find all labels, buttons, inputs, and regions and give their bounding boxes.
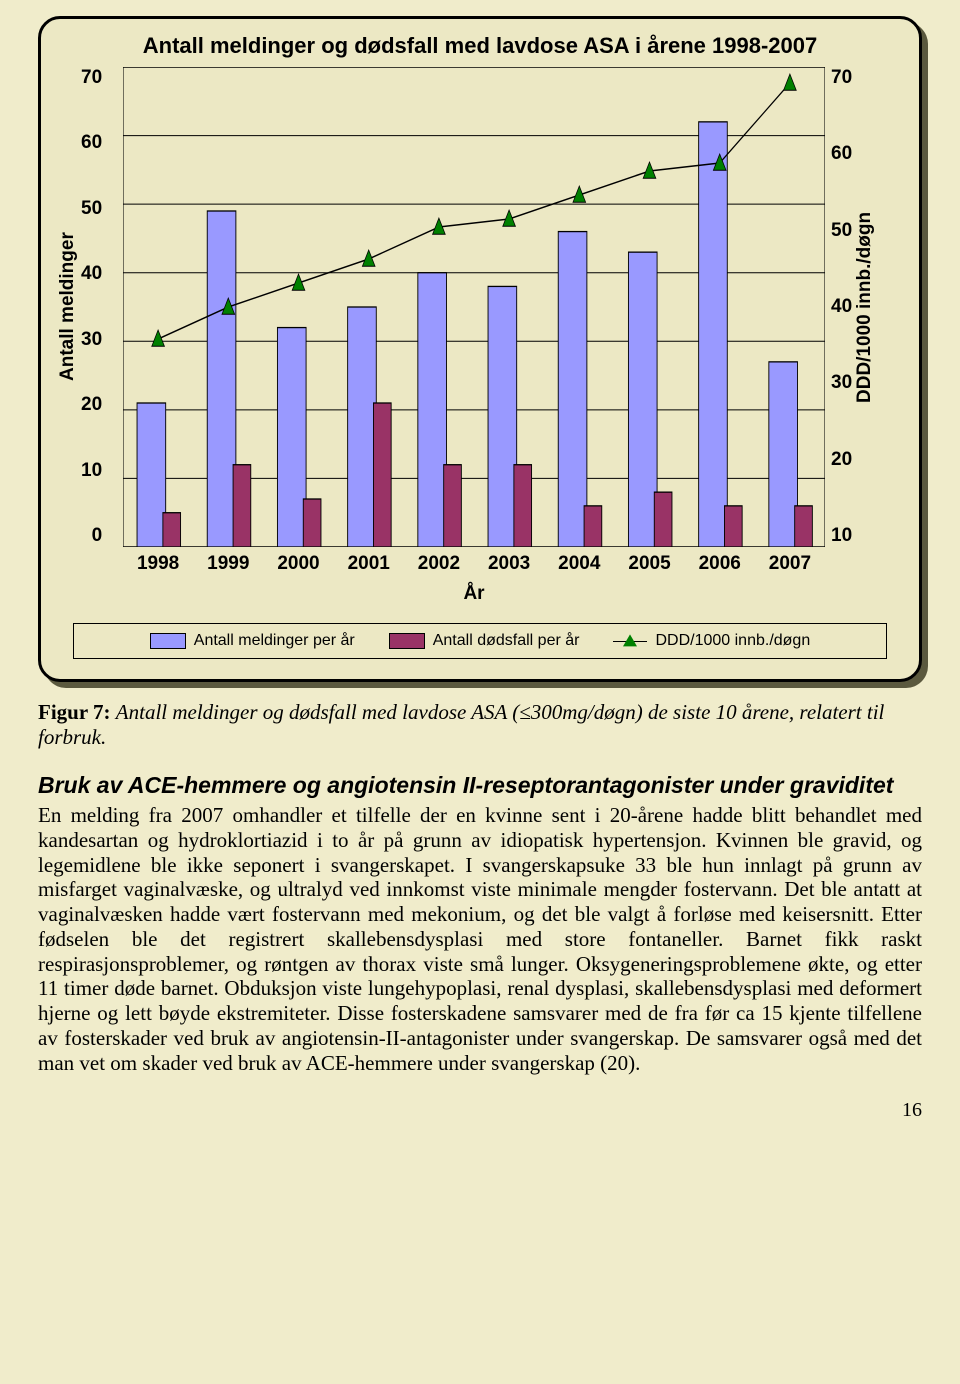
- legend-label-dodsfall: Antall dødsfall per år: [433, 632, 580, 650]
- y-tick-right: 60: [831, 143, 852, 165]
- x-tick: 1998: [123, 547, 193, 575]
- y-tick-left: 30: [81, 329, 102, 351]
- y-tick-right: 50: [831, 220, 852, 242]
- x-tick: 1999: [193, 547, 263, 575]
- legend-swatch-dodsfall: [389, 633, 425, 649]
- y-tick-left: 50: [81, 198, 102, 220]
- legend-label-meldinger: Antall meldinger per år: [194, 632, 355, 650]
- y-tick-left: 40: [81, 263, 102, 285]
- y-tick-left: 20: [81, 394, 102, 416]
- y-tick-left: 70: [81, 67, 102, 89]
- y-axis-right-ticks: 70 60 50 40 30 20 10: [825, 67, 852, 547]
- legend-label-ddd: DDD/1000 innb./døgn: [655, 632, 810, 650]
- y-tick-right: 20: [831, 449, 852, 471]
- y-tick-right: 70: [831, 67, 852, 89]
- legend-item-ddd: DDD/1000 innb./døgn: [613, 632, 810, 650]
- chart-panel: Antall meldinger og dødsfall med lavdose…: [38, 16, 922, 682]
- x-tick: 2005: [614, 547, 684, 575]
- chart-title: Antall meldinger og dødsfall med lavdose…: [120, 33, 840, 59]
- legend-item-dodsfall: Antall dødsfall per år: [389, 632, 580, 650]
- page-number: 16: [38, 1099, 922, 1122]
- x-tick: 2003: [474, 547, 544, 575]
- chart-legend: Antall meldinger per år Antall dødsfall …: [73, 623, 887, 659]
- x-tick: 2002: [404, 547, 474, 575]
- y-tick-left: 60: [81, 132, 102, 154]
- x-tick: 2001: [334, 547, 404, 575]
- y-axis-left-ticks: 70 60 50 40 30 20 10 0: [81, 67, 108, 547]
- y-axis-left-label: Antall meldinger: [55, 67, 81, 547]
- y-tick-left: 0: [92, 525, 103, 547]
- figure-caption-prefix: Figur 7:: [38, 700, 116, 724]
- chart-plot-area: [123, 67, 825, 547]
- chart-plot-row: Antall meldinger 70 60 50 40 30 20 10 0 70 60 50 4…: [55, 67, 905, 547]
- x-tick: 2006: [685, 547, 755, 575]
- legend-swatch-ddd: [613, 634, 647, 648]
- y-tick-left: 10: [81, 460, 102, 482]
- figure-caption-text: Antall meldinger og dødsfall med lavdose…: [38, 700, 884, 749]
- x-axis-label: År: [43, 583, 905, 605]
- y-tick-right: 10: [831, 525, 852, 547]
- x-tick: 2004: [544, 547, 614, 575]
- y-tick-right: 40: [831, 296, 852, 318]
- section-heading: Bruk av ACE-hemmere og angiotensin II-re…: [38, 772, 922, 799]
- legend-item-meldinger: Antall meldinger per år: [150, 632, 355, 650]
- figure-caption: Figur 7: Antall meldinger og dødsfall me…: [38, 700, 922, 750]
- x-axis-ticks: 1998199920002001200220032004200520062007: [123, 547, 825, 575]
- x-tick: 2000: [263, 547, 333, 575]
- body-paragraph: En melding fra 2007 omhandler et tilfell…: [38, 803, 922, 1075]
- y-axis-right-label: DDD/1000 innb./døgn: [852, 67, 878, 547]
- x-tick: 2007: [755, 547, 825, 575]
- y-tick-right: 30: [831, 372, 852, 394]
- legend-swatch-meldinger: [150, 633, 186, 649]
